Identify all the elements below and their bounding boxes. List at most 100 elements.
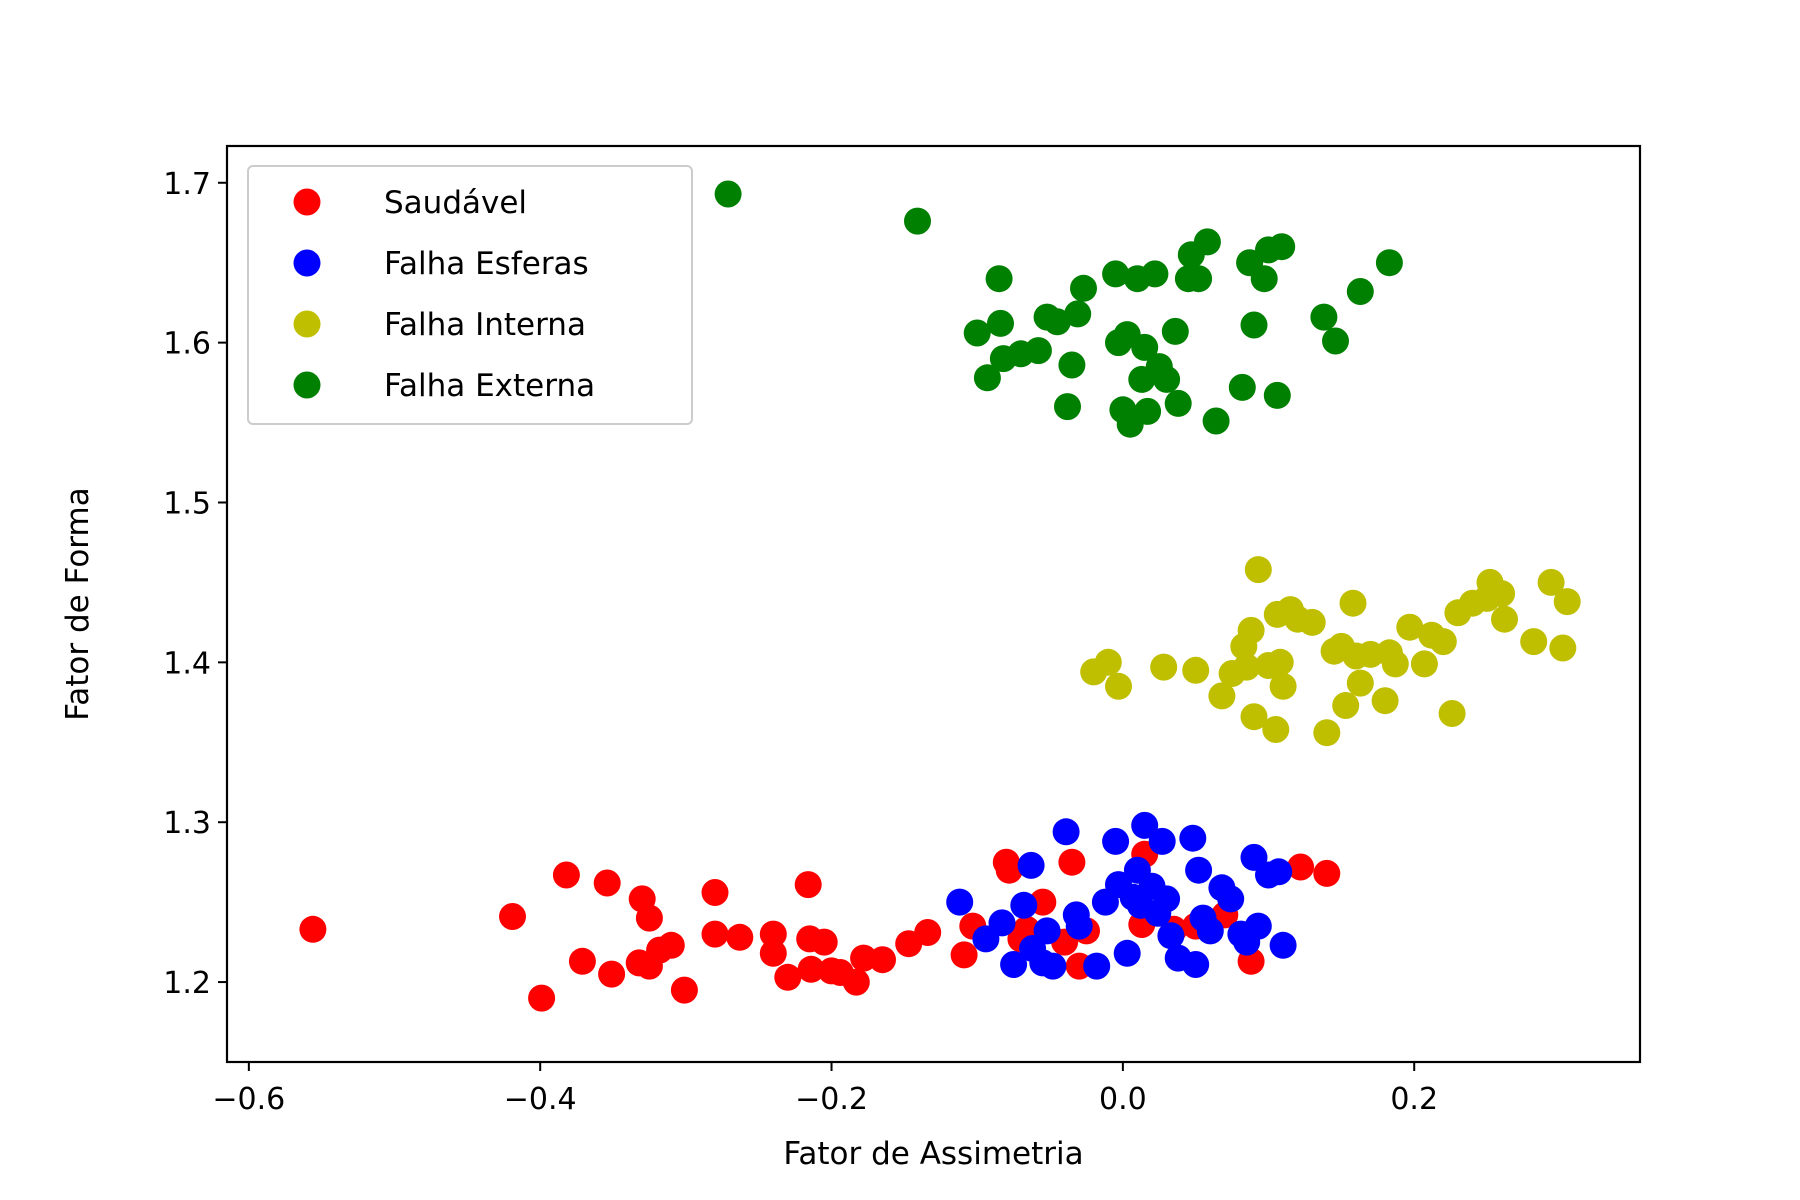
point-series-1-24 bbox=[1148, 827, 1176, 855]
point-series-1-29 bbox=[1182, 951, 1210, 978]
point-series-2-1 bbox=[1094, 648, 1122, 676]
point-series-2-35 bbox=[1438, 700, 1466, 727]
point-series-0-30 bbox=[914, 919, 942, 946]
point-series-3-39 bbox=[1263, 381, 1291, 409]
point-series-2-44 bbox=[1549, 634, 1577, 662]
point-series-0-15 bbox=[701, 920, 729, 948]
point-series-0-48 bbox=[1287, 853, 1315, 881]
point-series-0-14 bbox=[701, 879, 729, 906]
y-tick-label: 1.4 bbox=[163, 646, 211, 681]
point-series-3-5 bbox=[987, 309, 1014, 337]
point-series-2-2 bbox=[1105, 672, 1132, 700]
point-series-0-4 bbox=[568, 947, 596, 975]
legend-label: Falha Externa bbox=[384, 368, 595, 404]
x-tick-label: 0.0 bbox=[1099, 1082, 1147, 1117]
point-series-3-11 bbox=[1054, 393, 1081, 421]
point-series-0-49 bbox=[1313, 859, 1341, 887]
point-series-3-0 bbox=[714, 180, 742, 208]
point-series-2-24 bbox=[1339, 589, 1367, 617]
point-series-2-28 bbox=[1371, 687, 1399, 715]
point-series-0-2 bbox=[528, 984, 556, 1012]
point-series-3-2 bbox=[963, 319, 991, 347]
point-series-2-40 bbox=[1488, 580, 1516, 608]
point-series-1-21 bbox=[1131, 811, 1159, 839]
point-series-1-12 bbox=[1065, 912, 1093, 940]
legend-box bbox=[247, 165, 693, 425]
x-tick-label: −0.4 bbox=[504, 1082, 577, 1117]
point-series-0-17 bbox=[759, 920, 787, 948]
point-series-2-3 bbox=[1150, 653, 1178, 681]
point-series-3-32 bbox=[1193, 228, 1221, 256]
point-series-0-26 bbox=[842, 968, 870, 996]
point-series-1-32 bbox=[1196, 917, 1224, 945]
point-series-2-10 bbox=[1240, 703, 1268, 731]
point-series-3-15 bbox=[1102, 260, 1130, 288]
point-series-1-15 bbox=[1102, 827, 1130, 855]
point-series-3-23 bbox=[1134, 397, 1162, 425]
point-series-3-44 bbox=[1375, 249, 1403, 277]
y-tick-label: 1.7 bbox=[163, 167, 211, 202]
point-series-1-38 bbox=[1244, 912, 1272, 940]
point-series-1-5 bbox=[1017, 851, 1045, 879]
x-tick-label: −0.2 bbox=[795, 1082, 868, 1117]
point-series-2-4 bbox=[1182, 656, 1210, 684]
point-series-1-8 bbox=[1033, 917, 1061, 945]
point-series-2-5 bbox=[1208, 682, 1236, 710]
point-series-2-23 bbox=[1332, 692, 1360, 719]
point-series-2-43 bbox=[1537, 568, 1565, 596]
points-layer bbox=[299, 180, 1581, 1012]
point-series-1-2 bbox=[988, 909, 1016, 937]
point-series-1-30 bbox=[1185, 856, 1213, 884]
point-series-3-3 bbox=[973, 364, 1001, 392]
point-series-3-33 bbox=[1202, 407, 1230, 435]
point-series-2-26 bbox=[1346, 669, 1374, 697]
point-series-3-12 bbox=[1058, 351, 1086, 379]
point-series-0-19 bbox=[774, 963, 802, 991]
point-series-1-25 bbox=[1153, 885, 1181, 913]
legend-marker bbox=[293, 188, 321, 216]
y-tick-label: 1.6 bbox=[163, 327, 211, 362]
point-series-1-34 bbox=[1217, 885, 1245, 913]
x-axis: −0.6 −0.4 −0.2 0.0 0.2 bbox=[212, 1062, 1438, 1117]
x-axis-label: Fator de Assimetria bbox=[783, 1136, 1083, 1172]
point-series-1-9 bbox=[1039, 952, 1067, 980]
y-axis: 1.2 1.3 1.4 1.5 1.6 1.7 bbox=[163, 167, 227, 1001]
point-series-3-27 bbox=[1161, 317, 1189, 345]
point-series-0-3 bbox=[552, 861, 580, 889]
point-series-1-10 bbox=[1052, 818, 1080, 846]
point-series-2-30 bbox=[1381, 650, 1409, 678]
point-series-3-14 bbox=[1070, 274, 1097, 302]
legend-label: Saudável bbox=[384, 185, 527, 221]
point-series-1-17 bbox=[1113, 939, 1141, 967]
point-series-0-16 bbox=[726, 923, 754, 951]
point-series-3-42 bbox=[1322, 327, 1349, 355]
point-series-3-28 bbox=[1164, 389, 1192, 417]
point-series-0-6 bbox=[598, 960, 626, 988]
plot-frame bbox=[225, 144, 1642, 1064]
point-series-1-40 bbox=[1265, 858, 1293, 886]
point-series-2-31 bbox=[1396, 613, 1424, 641]
point-series-0-20 bbox=[794, 871, 822, 899]
point-series-2-11 bbox=[1244, 556, 1272, 584]
y-axis-label: Fator de Forma bbox=[60, 487, 96, 720]
point-series-3-24 bbox=[1141, 260, 1169, 288]
legend: Saudável Falha Esferas Falha Interna Falha … bbox=[247, 165, 693, 425]
legend-marker bbox=[293, 371, 321, 399]
legend-marker bbox=[293, 249, 321, 277]
point-series-3-31 bbox=[1185, 265, 1213, 293]
point-series-0-18 bbox=[759, 939, 787, 967]
point-series-2-9 bbox=[1237, 616, 1265, 644]
point-series-3-22 bbox=[1131, 333, 1159, 361]
legend-label: Falha Interna bbox=[384, 307, 586, 343]
point-series-1-41 bbox=[1269, 931, 1297, 959]
point-series-3-13 bbox=[1064, 300, 1092, 328]
y-tick-label: 1.2 bbox=[163, 966, 211, 1001]
point-series-3-43 bbox=[1346, 278, 1374, 305]
point-series-1-0 bbox=[946, 888, 974, 916]
point-series-3-36 bbox=[1240, 311, 1268, 339]
point-series-0-39 bbox=[1058, 848, 1086, 876]
point-series-2-19 bbox=[1298, 608, 1326, 636]
legend-label: Falha Esferas bbox=[384, 246, 589, 282]
legend-marker bbox=[293, 310, 321, 338]
